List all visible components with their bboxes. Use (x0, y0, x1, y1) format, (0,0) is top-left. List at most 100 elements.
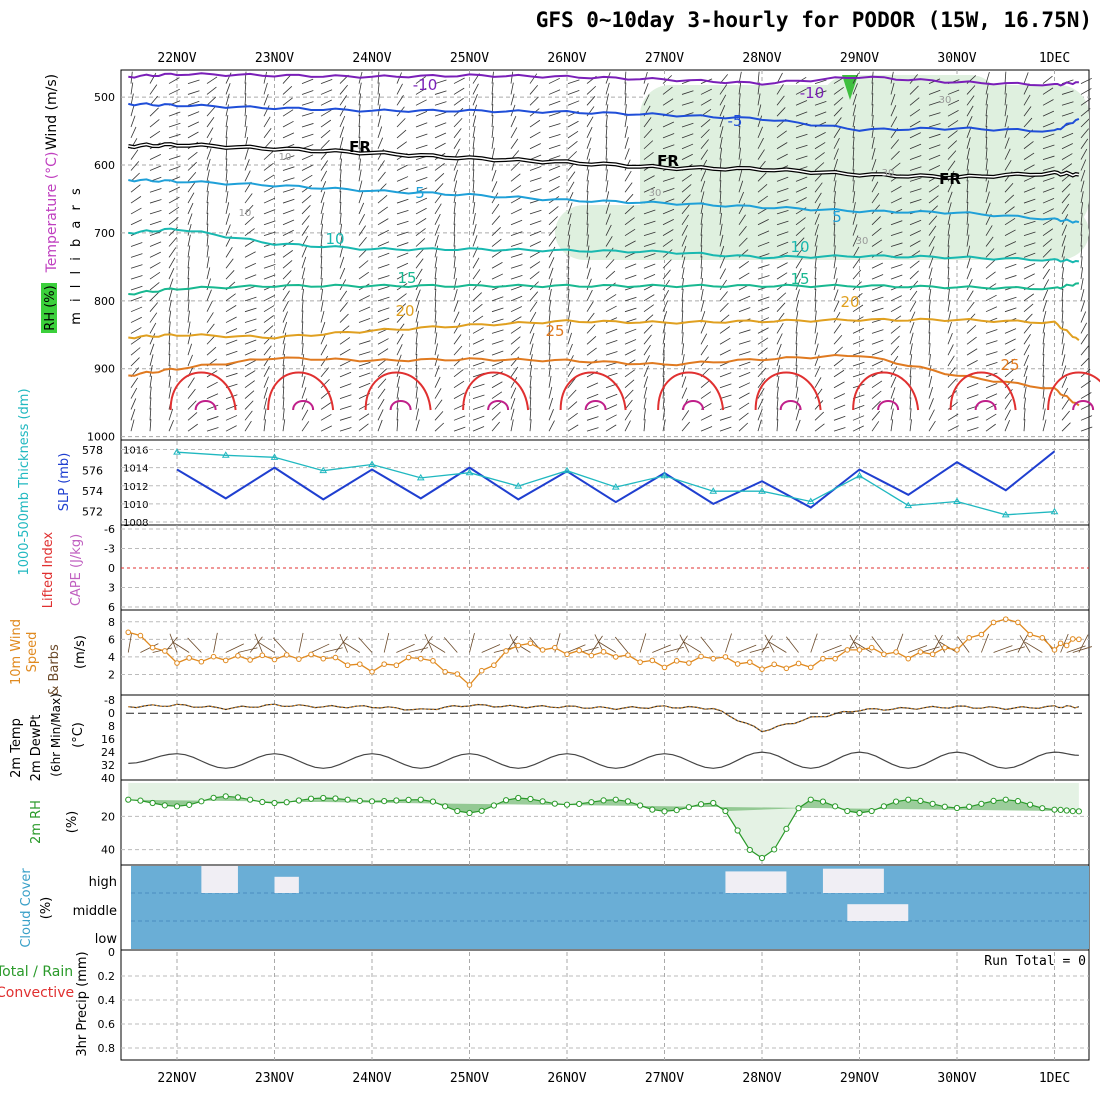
wind-barb (871, 329, 884, 334)
wind-barb (985, 225, 993, 236)
date-tick-top: 28NOV (742, 51, 781, 66)
wind-barb (149, 365, 153, 377)
wind-barb (187, 161, 197, 171)
wind-barb (225, 425, 237, 432)
wind-barb (700, 119, 711, 128)
wind-barb (928, 267, 933, 280)
rh-marker (697, 801, 705, 808)
wind-barb (966, 416, 979, 421)
wind-barb (415, 397, 419, 410)
wind-barb (985, 340, 998, 345)
wind-barb (415, 87, 427, 95)
wind-barb (377, 264, 390, 269)
wind-speed-marker (369, 669, 375, 675)
wind-barb-10m (335, 636, 348, 653)
wind-barb (1061, 399, 1070, 410)
wind-barb (1004, 388, 1013, 399)
wind-barb (928, 185, 940, 193)
wind-speed-marker (357, 661, 363, 667)
wind-barb (909, 354, 913, 367)
wind-barb (244, 170, 251, 182)
wind-barb (928, 144, 941, 150)
wind-barb (149, 312, 158, 323)
wind-barb (453, 245, 456, 258)
rh-marker (454, 807, 461, 815)
wind-barb (149, 231, 162, 237)
wind-barb (852, 350, 865, 356)
wind-barb (491, 169, 497, 182)
wind-barb (700, 391, 712, 399)
wind-barb (567, 100, 580, 106)
wind-barb (909, 219, 922, 226)
wind-barb-10m (140, 643, 159, 653)
wind-barb (377, 286, 390, 291)
wind-barb (282, 386, 285, 399)
wind-barb (605, 328, 618, 334)
wind-barb (567, 401, 578, 410)
wind-barb (738, 422, 749, 432)
wind-barb (719, 212, 723, 225)
wind-barb (719, 314, 730, 323)
wind-barb (1004, 252, 1017, 258)
wind-barb (1042, 397, 1046, 410)
wind-barb (358, 260, 369, 269)
wind-barb (301, 123, 314, 128)
wind-barb (1004, 399, 1012, 410)
wind-barb (681, 101, 694, 106)
wind-barb (567, 377, 576, 388)
rh-marker (332, 795, 339, 802)
wind-barb-10m (652, 644, 671, 653)
wind-barb (396, 303, 407, 312)
wind-barb (719, 302, 729, 312)
wind-barb (301, 310, 304, 323)
wind-barb (966, 290, 974, 302)
wind-barb (282, 290, 290, 302)
wind-barb (909, 397, 912, 410)
date-tick-top: 24NOV (352, 51, 391, 66)
wind-barb (168, 268, 175, 280)
wind-barb (1042, 110, 1055, 117)
wind-barb (529, 408, 532, 421)
wind-barb (1042, 144, 1055, 150)
wind-barb (890, 71, 894, 84)
wind-barb (149, 154, 161, 160)
wind-barb (301, 376, 306, 388)
wind-barb (187, 377, 195, 388)
wind-barb (529, 177, 542, 182)
wind-barb (320, 288, 324, 301)
wind-barb (415, 218, 427, 226)
wind-barb (130, 275, 143, 280)
wind-barb (244, 274, 257, 280)
wind-barb (377, 419, 383, 432)
wind-barb (244, 380, 255, 389)
cloud-level-label: middle (73, 904, 117, 919)
wind-barb (434, 245, 439, 258)
wind-barb (643, 304, 654, 313)
wind-speed-marker (807, 664, 814, 671)
wind-barb (130, 296, 143, 302)
wind-speed-marker (759, 666, 765, 672)
wind-barb (928, 409, 935, 421)
thickness-marker (270, 453, 279, 460)
wind-barb (985, 248, 995, 258)
rh-marker (905, 796, 912, 803)
wind-barb (529, 291, 539, 302)
wind-barb (605, 147, 608, 160)
rh-marker (368, 798, 376, 805)
wind-barb (225, 316, 237, 323)
li-tick: 3 (108, 582, 115, 595)
wind-barb (1042, 133, 1055, 139)
wind-barb (909, 230, 922, 237)
wind-barb (130, 126, 137, 139)
wind-barb (947, 89, 960, 95)
wind-barb (814, 423, 825, 432)
wind-barb (890, 295, 902, 302)
wind-barb (928, 278, 932, 291)
wind-barb (871, 82, 874, 95)
wind-barb (966, 116, 973, 128)
wind-barb (453, 278, 457, 291)
wind-barb (548, 321, 551, 334)
wind-barb (187, 332, 192, 345)
wind-barb (358, 271, 370, 280)
wind-barb-10m (939, 641, 958, 653)
